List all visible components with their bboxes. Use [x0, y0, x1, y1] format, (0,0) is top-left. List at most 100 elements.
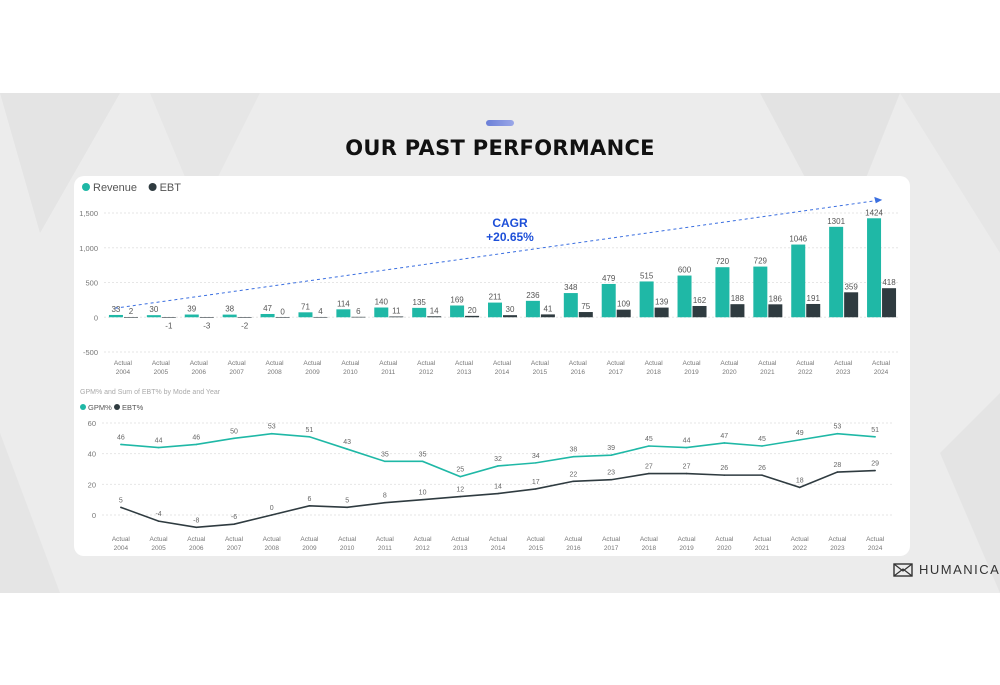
ebt-pct-data-label: 27 [645, 464, 653, 471]
ebt-bar [389, 316, 404, 318]
gpm-pct-data-label: 53 [268, 424, 276, 431]
bar-chart-legend: Revenue EBT [82, 182, 181, 194]
x-tick-label: 2004 [114, 545, 129, 552]
gpm-pct-data-label: 50 [230, 428, 238, 435]
revenue-bar [829, 226, 844, 318]
revenue-bar [525, 300, 540, 318]
ebt-bar [123, 317, 138, 318]
x-tick-label: 2008 [267, 369, 282, 376]
gpm-pct-data-label: 43 [343, 439, 351, 446]
cagr-value: +20.65% [486, 230, 534, 244]
x-tick-label: Actual [228, 360, 247, 367]
gpm-pct-data-label: 49 [796, 430, 804, 437]
ebt-bar [503, 315, 517, 318]
x-tick-label: Actual [493, 360, 512, 367]
revenue-bar [450, 305, 465, 318]
revenue-data-label: 348 [564, 283, 578, 292]
ebt-pct-point [648, 472, 650, 475]
gpm-pct-data-label: 45 [758, 436, 766, 443]
ebt-bar [616, 309, 631, 318]
x-tick-label: 2019 [684, 369, 699, 376]
x-tick-label: 2008 [264, 545, 279, 552]
revenue-bar [374, 307, 389, 318]
revenue-data-label: 30 [149, 305, 158, 314]
ebt-pct-data-label: 14 [494, 484, 502, 491]
ebt-pct-data-label: 23 [607, 470, 615, 477]
ebt-pct-data-label: 6 [307, 496, 311, 503]
gpm-pct-point [270, 432, 273, 435]
x-tick-label: Actual [758, 360, 777, 367]
x-tick-label: 2015 [528, 545, 543, 552]
revenue-data-label: 71 [301, 302, 310, 311]
revenue-ebt-bar-chart: Revenue EBT -500 0 500 1,000 1,500 CAGR+20.65% 3… [79, 182, 900, 376]
revenue-bar [677, 275, 692, 318]
x-tick-label: Actual [531, 360, 550, 367]
x-tick-label: 2011 [378, 545, 392, 552]
x-tick-label: Actual [152, 360, 171, 367]
x-tick-label: Actual [645, 360, 664, 367]
revenue-bar [222, 314, 237, 318]
x-tick-label: 2009 [305, 369, 320, 376]
x-tick-label: Actual [190, 360, 209, 367]
x-tick-label: Actual [417, 360, 436, 367]
ebt-data-label: 188 [731, 294, 745, 303]
x-tick-label: 2016 [566, 545, 581, 552]
x-tick-label: Actual [263, 536, 282, 543]
revenue-bar [639, 281, 654, 318]
ebt-pct-point [233, 523, 235, 525]
x-tick-label: 2020 [722, 369, 737, 376]
gpm-pct-data-label: 34 [532, 453, 540, 460]
x-tick-label: Actual [150, 536, 169, 543]
ebt-bar [161, 317, 176, 318]
legend-marker-gpm-pct [80, 404, 86, 410]
x-tick-label: Actual [569, 360, 588, 367]
gpm-pct-data-label: 51 [871, 427, 879, 434]
ebt-data-label: 4 [318, 307, 323, 316]
ebt-pct-point [534, 488, 537, 490]
ebt-data-label: 109 [617, 300, 631, 309]
ebt-bar [275, 317, 290, 318]
revenue-data-label: 211 [489, 293, 502, 302]
y-tick-label: -500 [83, 348, 98, 357]
ebt-pct-data-label: -4 [155, 511, 161, 518]
revenue-data-label: 38 [225, 305, 234, 314]
revenue-bar [108, 314, 123, 318]
x-tick-label: Actual [376, 536, 395, 543]
revenue-bar [146, 315, 161, 318]
cagr-arrow-head [874, 196, 883, 204]
x-tick-label: 2012 [419, 369, 434, 376]
gpm-pct-point [346, 448, 348, 450]
ebt-pct-point [497, 492, 499, 495]
x-tick-label: Actual [414, 536, 433, 543]
x-tick-label: 2010 [340, 545, 355, 552]
ebt-bar [427, 316, 442, 318]
x-tick-label: 2015 [533, 369, 548, 376]
ebt-data-label: 162 [693, 296, 707, 305]
ebt-data-label: 41 [543, 304, 552, 313]
gpm-pct-point [308, 436, 311, 438]
ebt-pct-point [346, 506, 348, 509]
ebt-bar [351, 316, 366, 318]
ebt-data-label: 14 [430, 306, 439, 315]
ebt-pct-point [610, 478, 612, 481]
gpm-pct-point [572, 455, 575, 458]
ebt-pct-data-label: -8 [193, 517, 199, 524]
x-tick-label: Actual [872, 360, 891, 367]
cagr-trend-arrow-line [114, 199, 878, 309]
revenue-data-label: 479 [602, 274, 616, 283]
page-title: OUR PAST PERFORMANCE [345, 136, 655, 160]
y-tick-label: 0 [92, 511, 96, 520]
x-tick-label: Actual [527, 536, 546, 543]
gpm-pct-point [836, 432, 839, 435]
gpm-pct-point [195, 443, 198, 446]
x-tick-label: Actual [678, 536, 697, 543]
y-tick-label: 40 [88, 450, 96, 459]
legend-label-revenue: Revenue [93, 182, 137, 194]
ebt-pct-point [836, 471, 839, 473]
ebt-bar [313, 316, 328, 318]
ebt-pct-point [685, 472, 688, 475]
x-tick-label: 2023 [836, 369, 851, 376]
x-tick-label: 2005 [151, 545, 166, 552]
x-tick-label: Actual [341, 360, 360, 367]
chart-card: Revenue EBT -500 0 500 1,000 1,500 CAGR +20.65% 3… [74, 176, 910, 556]
